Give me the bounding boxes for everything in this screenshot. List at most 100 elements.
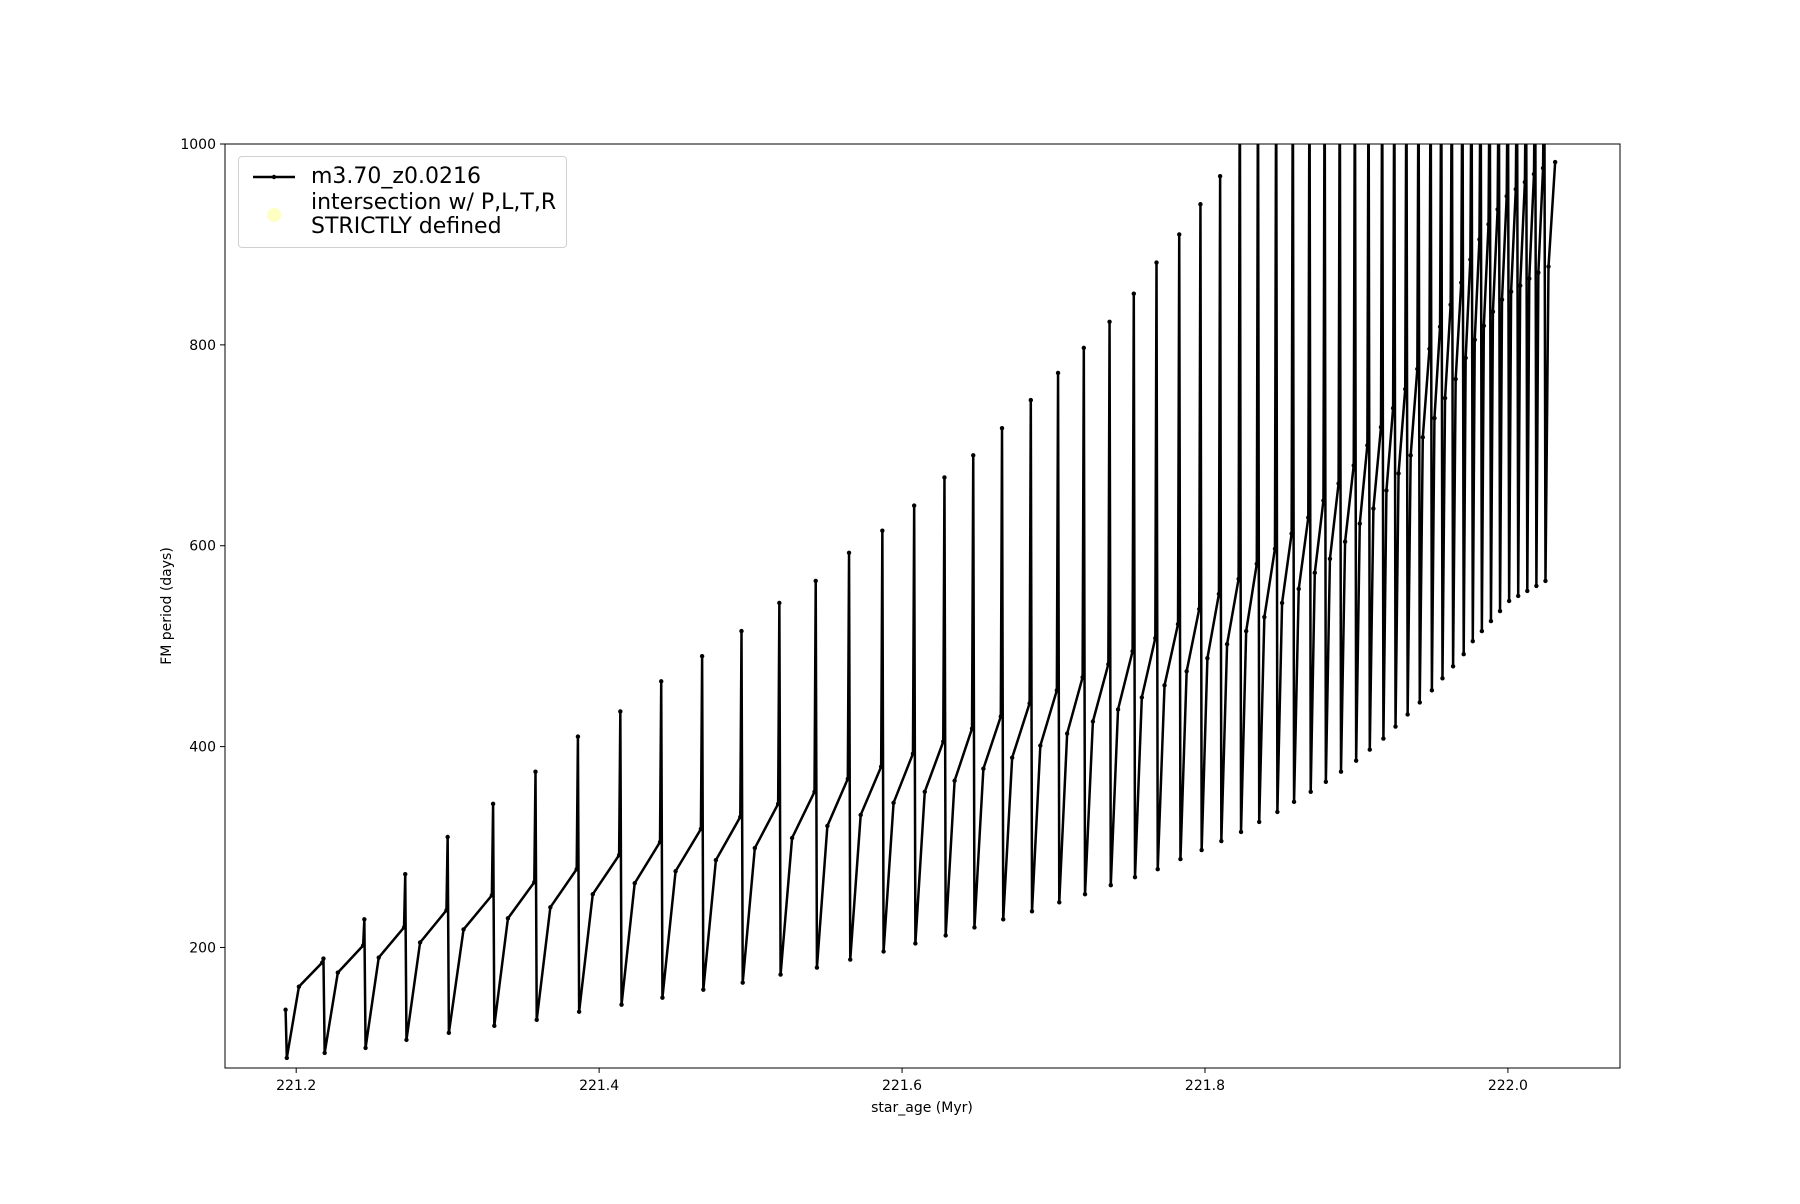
data-point — [1175, 621, 1181, 627]
legend-label: intersection w/ P,L,T,R STRICTLY defined — [311, 190, 557, 239]
data-point — [878, 764, 884, 769]
data-line — [284, 144, 1557, 1059]
data-point — [701, 987, 706, 992]
data-point — [1367, 747, 1372, 752]
data-point — [1217, 173, 1223, 179]
data-point — [1390, 405, 1396, 411]
data-point — [713, 857, 719, 863]
data-point — [1396, 471, 1401, 476]
data-point — [740, 980, 745, 985]
data-point — [911, 503, 917, 508]
y-tick-label: 400 — [189, 740, 216, 756]
axes-frame — [224, 143, 1621, 1069]
data-point — [1427, 346, 1432, 352]
data-point — [1351, 463, 1356, 468]
data-point — [913, 941, 918, 946]
legend-entry: intersection w/ P,L,T,R STRICTLY defined — [249, 191, 556, 239]
data-point — [999, 426, 1005, 431]
data-point — [814, 965, 820, 970]
data-point — [1450, 664, 1456, 669]
plot-area — [283, 41, 1558, 1061]
data-point — [376, 955, 381, 960]
data-point — [489, 893, 495, 898]
data-point — [1001, 917, 1006, 922]
data-point — [1525, 588, 1530, 594]
data-point — [1542, 41, 1546, 45]
data-point — [1257, 819, 1262, 825]
y-tick-label: 1000 — [180, 137, 216, 153]
data-point — [1533, 41, 1537, 45]
data-point — [446, 1030, 452, 1036]
data-point — [812, 789, 817, 795]
data-point — [1238, 829, 1244, 835]
x-tick-label: 221.8 — [1185, 1078, 1225, 1094]
data-point — [1420, 435, 1425, 440]
data-point — [881, 949, 886, 954]
data-point — [492, 1023, 497, 1029]
data-point — [1439, 41, 1443, 45]
data-point — [1450, 41, 1454, 45]
data-point — [1205, 656, 1210, 661]
data-point — [942, 475, 947, 480]
data-point — [1404, 41, 1408, 45]
data-point — [1080, 675, 1085, 680]
data-point — [972, 925, 977, 930]
data-point — [490, 801, 496, 807]
data-point — [283, 1007, 288, 1012]
data-point — [360, 943, 366, 948]
data-point — [1506, 41, 1510, 45]
data-point — [296, 984, 302, 989]
data-point — [1403, 386, 1408, 392]
legend-marker — [267, 208, 281, 222]
data-point — [1543, 578, 1548, 584]
data-point — [1139, 695, 1145, 700]
data-point — [1552, 159, 1558, 165]
data-point — [335, 970, 341, 975]
data-point — [969, 726, 975, 731]
data-point — [505, 916, 511, 921]
data-point — [1513, 186, 1518, 192]
data-point — [775, 801, 781, 807]
data-point — [1461, 652, 1466, 657]
data-point — [1090, 719, 1096, 724]
data-point — [1365, 443, 1370, 448]
data-point — [1291, 41, 1295, 45]
y-axis-label: FM period (days) — [159, 547, 175, 665]
data-point — [699, 654, 705, 659]
data-point — [1312, 570, 1317, 576]
legend-label: m3.70_z0.0216 — [311, 164, 481, 189]
data-point — [1506, 598, 1512, 604]
data-point — [1497, 608, 1503, 614]
data-point — [1432, 415, 1437, 421]
data-point — [738, 814, 743, 820]
data-point — [981, 766, 986, 771]
data-point — [1184, 669, 1189, 674]
data-point — [1366, 41, 1370, 45]
data-point — [1131, 291, 1136, 296]
y-tick-label: 600 — [189, 539, 216, 555]
data-point — [322, 1050, 327, 1056]
data-point — [1028, 397, 1033, 403]
data-point — [1516, 593, 1521, 599]
data-point — [417, 940, 423, 945]
data-point — [1130, 648, 1135, 654]
data-point — [1243, 628, 1249, 634]
data-point — [1238, 41, 1242, 45]
data-point — [1342, 539, 1348, 544]
data-point — [858, 812, 863, 818]
data-point — [846, 550, 852, 555]
data-point — [1460, 41, 1464, 45]
data-point — [1178, 856, 1183, 862]
data-point — [1321, 498, 1326, 503]
x-tick-label: 222.0 — [1488, 1078, 1528, 1094]
data-point — [590, 892, 595, 897]
data-point — [1275, 809, 1280, 815]
data-point — [998, 714, 1004, 719]
data-point — [813, 578, 818, 584]
data-point — [574, 866, 579, 872]
data-point — [698, 826, 704, 832]
data-point — [1417, 700, 1422, 705]
data-point — [575, 734, 581, 739]
data-point — [848, 957, 853, 962]
